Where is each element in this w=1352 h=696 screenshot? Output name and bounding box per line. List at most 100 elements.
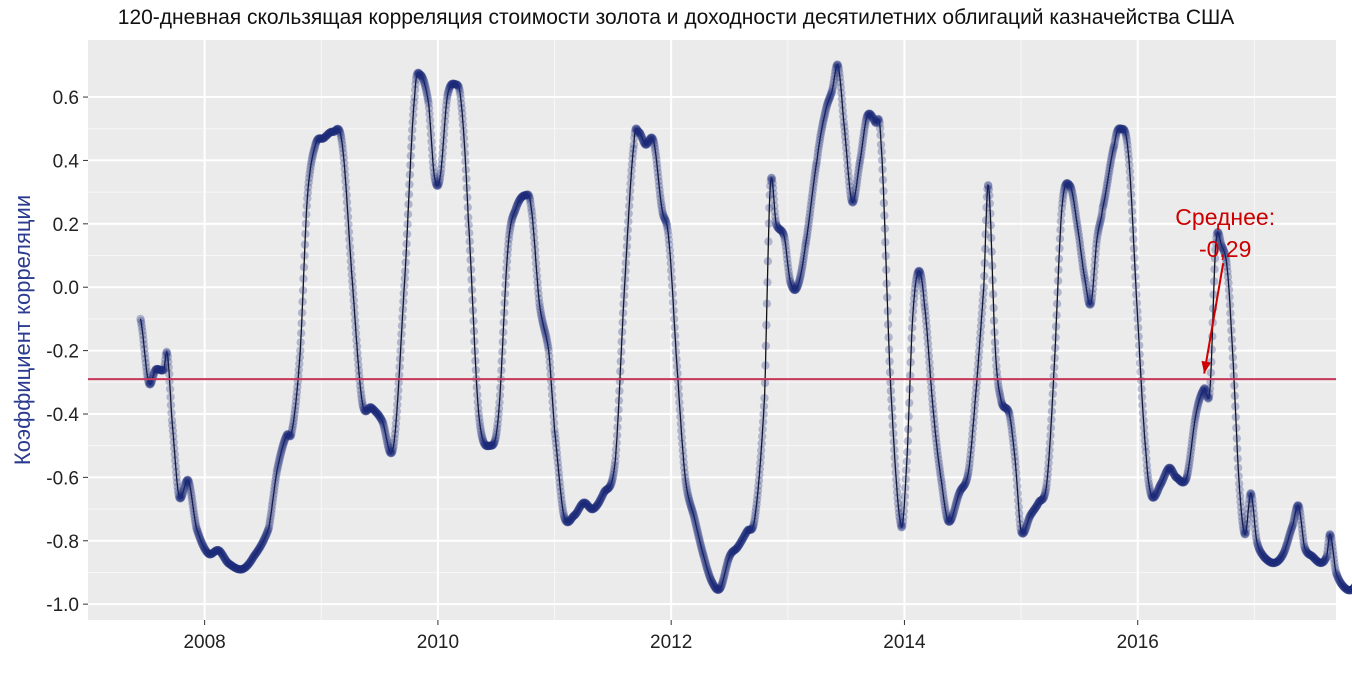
data-point	[727, 548, 737, 557]
data-point	[538, 319, 548, 329]
data-point	[288, 420, 298, 429]
data-point	[502, 257, 512, 266]
data-point	[514, 198, 523, 207]
data-point	[495, 398, 504, 407]
data-point	[570, 511, 579, 520]
data-point	[456, 94, 465, 103]
data-point	[260, 534, 269, 543]
data-point	[243, 561, 252, 570]
data-point	[559, 508, 568, 518]
data-point	[162, 348, 171, 357]
data-point	[292, 392, 301, 402]
data-point	[711, 584, 720, 593]
data-point	[550, 425, 559, 434]
data-point	[633, 127, 643, 136]
data-point	[466, 265, 476, 274]
data-point	[292, 387, 302, 397]
data-point	[362, 406, 371, 415]
data-point	[701, 557, 710, 567]
data-point	[1232, 434, 1242, 443]
data-point	[142, 363, 151, 372]
data-point	[238, 564, 247, 574]
data-point	[583, 501, 593, 510]
data-point	[1234, 472, 1243, 481]
data-point	[1131, 272, 1140, 281]
data-point	[395, 370, 404, 380]
data-point	[329, 127, 339, 136]
data-point	[445, 83, 454, 93]
data-point	[610, 464, 619, 474]
data-point	[142, 367, 151, 376]
data-point	[458, 120, 468, 129]
data-point	[384, 443, 393, 452]
data-point	[498, 347, 507, 356]
data-point	[1136, 376, 1146, 385]
data-point	[439, 130, 449, 139]
data-point	[364, 404, 373, 413]
data-point	[762, 320, 771, 330]
data-point	[390, 429, 400, 439]
data-point	[374, 410, 383, 420]
data-point	[764, 237, 773, 246]
data-point	[730, 545, 739, 555]
data-point	[313, 135, 322, 144]
data-point	[349, 296, 358, 305]
y-tick-label: 0.4	[53, 151, 80, 172]
data-point	[386, 448, 395, 457]
data-point	[1130, 253, 1139, 263]
data-point	[646, 133, 655, 143]
data-point	[332, 125, 341, 134]
data-point	[710, 582, 719, 591]
data-point	[465, 228, 474, 238]
data-point	[159, 365, 168, 375]
data-point	[248, 554, 257, 563]
data-point	[1225, 292, 1234, 302]
data-point	[729, 546, 738, 555]
data-point	[907, 323, 917, 332]
data-point	[496, 383, 505, 392]
data-point	[478, 436, 488, 445]
data-point	[440, 123, 449, 132]
data-point	[900, 492, 909, 501]
data-point	[307, 156, 316, 166]
data-point	[695, 536, 704, 545]
data-point	[592, 502, 601, 511]
data-point	[636, 129, 645, 139]
data-point	[1227, 335, 1237, 344]
data-point	[388, 444, 398, 453]
data-point	[985, 199, 994, 208]
data-point	[244, 559, 254, 568]
data-point	[678, 439, 687, 449]
data-point	[167, 416, 177, 425]
data-point	[485, 441, 494, 450]
data-point	[657, 203, 666, 213]
data-point	[590, 503, 600, 512]
data-point	[634, 127, 643, 137]
data-point	[681, 476, 690, 486]
data-point	[904, 425, 913, 434]
data-point	[722, 563, 731, 572]
data-point	[558, 503, 567, 512]
data-point	[378, 417, 387, 426]
data-point	[196, 537, 206, 546]
series-line	[139, 63, 1352, 591]
data-point	[684, 492, 693, 502]
data-point	[257, 540, 266, 550]
data-point	[1209, 277, 1219, 286]
data-point	[884, 345, 894, 354]
data-point	[235, 565, 245, 574]
data-point	[305, 169, 314, 179]
data-point	[380, 423, 389, 432]
data-point	[351, 329, 361, 338]
data-point	[256, 541, 265, 551]
data-point	[289, 413, 299, 422]
data-point	[606, 481, 615, 490]
data-point	[286, 432, 295, 441]
data-point	[569, 512, 578, 521]
data-point	[490, 437, 499, 446]
data-point	[1228, 344, 1237, 353]
data-point	[514, 197, 524, 206]
data-point	[670, 331, 680, 340]
data-point	[588, 505, 597, 514]
data-point	[450, 80, 460, 89]
